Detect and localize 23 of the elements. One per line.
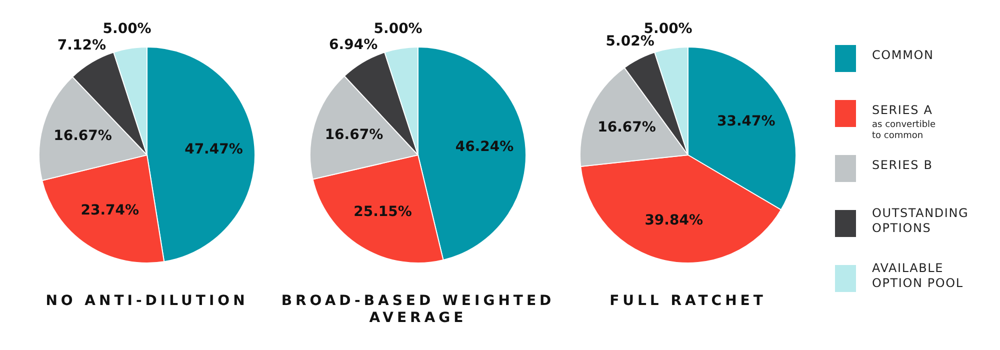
legend-label: COMMON	[872, 48, 934, 62]
data-label: 23.74%	[80, 202, 140, 219]
data-label: 25.15%	[354, 204, 412, 220]
data-label: 47.47%	[184, 142, 243, 158]
legend-label: OUTSTANDING OPTIONS	[872, 206, 969, 235]
data-label: 5.02%	[606, 33, 654, 50]
data-label: 5.00%	[374, 20, 422, 37]
data-label: 7.12%	[57, 37, 106, 54]
data-label: 16.67%	[324, 127, 384, 144]
data-label: 16.67%	[54, 128, 112, 144]
text: BROAD-BASED WEIGHTED AVERAGE	[281, 293, 555, 326]
data-label: 46.24%	[455, 138, 514, 155]
data-label: 39.84%	[644, 212, 703, 228]
data-label: 6.94%	[329, 37, 378, 54]
data-label: 16.67%	[598, 120, 656, 136]
legend-label: SERIES A	[872, 103, 933, 117]
data-label: 33.47%	[716, 114, 776, 130]
data-label: 5.00%	[102, 20, 152, 37]
text: NO ANTI-DILUTION	[46, 293, 248, 309]
text: FULL RATCHET	[610, 293, 766, 309]
text: as convertible to common	[872, 120, 936, 141]
legend-label: SERIES B	[872, 158, 933, 172]
legend-label: AVAILABLE OPTION POOL	[872, 261, 964, 290]
